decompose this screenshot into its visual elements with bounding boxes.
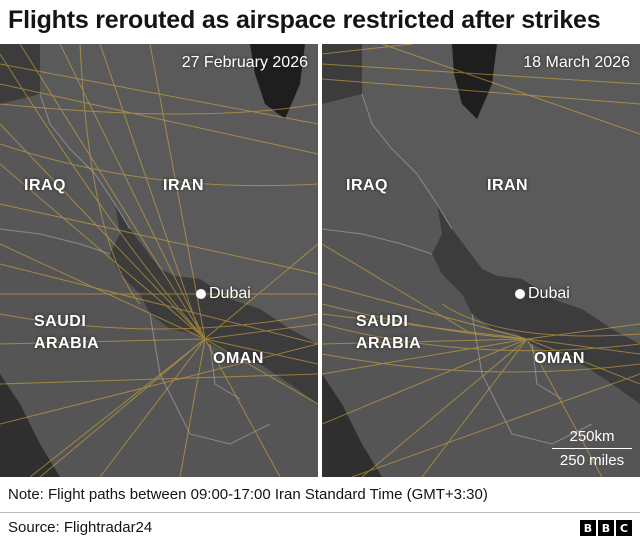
city-dot-icon	[515, 289, 525, 299]
bbc-logo: B B C	[580, 520, 632, 536]
logo-letter: B	[580, 520, 596, 536]
label-iran: IRAN	[163, 177, 205, 194]
date-label: 27 February 2026	[181, 54, 308, 71]
label-saudi-line2: ARABIA	[356, 335, 422, 352]
footnote: Note: Flight paths between 09:00-17:00 I…	[8, 486, 488, 503]
logo-letter: C	[616, 520, 632, 536]
map-panel-after: 18 March 2026 IRAQ IRAN SAUDI ARABIA OMA…	[322, 44, 640, 477]
city-dubai: Dubai	[515, 285, 570, 303]
label-oman: OMAN	[213, 350, 264, 367]
date-label: 18 March 2026	[523, 54, 630, 71]
city-dubai: Dubai	[196, 285, 251, 303]
label-saudi-arabia: SAUDI ARABIA	[34, 311, 99, 355]
scale-miles: 250 miles	[559, 452, 625, 469]
label-iraq: IRAQ	[346, 177, 388, 194]
label-iraq: IRAQ	[24, 177, 66, 194]
source: Source: Flightradar24	[8, 519, 153, 536]
map-base	[322, 44, 640, 477]
scale-bar: 250km 250 miles	[552, 428, 632, 469]
label-saudi-line1: SAUDI	[356, 313, 409, 330]
label-saudi-line2: ARABIA	[34, 335, 100, 352]
label-iran: IRAN	[487, 177, 529, 194]
map-base	[0, 44, 318, 477]
scale-km: 250km	[569, 428, 615, 445]
map-comparison: 27 February 2026 IRAQ IRAN SAUDI ARABIA …	[0, 44, 640, 477]
label-oman: OMAN	[534, 350, 585, 367]
divider	[0, 512, 640, 513]
label-saudi-line1: SAUDI	[34, 313, 87, 330]
chart-title: Flights rerouted as airspace restricted …	[8, 6, 601, 34]
logo-letter: B	[598, 520, 614, 536]
label-saudi-arabia: SAUDI ARABIA	[356, 311, 421, 355]
city-label: Dubai	[209, 285, 251, 302]
city-dot-icon	[196, 289, 206, 299]
scale-line	[552, 448, 632, 449]
map-panel-before: 27 February 2026 IRAQ IRAN SAUDI ARABIA …	[0, 44, 318, 477]
city-label: Dubai	[528, 285, 570, 302]
